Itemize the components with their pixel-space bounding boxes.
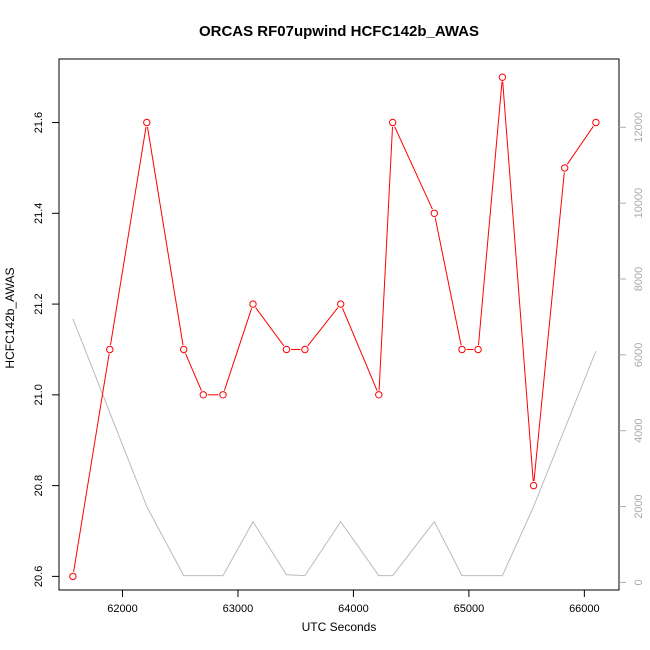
data-point bbox=[389, 118, 397, 127]
data-point bbox=[337, 300, 345, 308]
x-axis: 62000 63000 64000 65000 66000 bbox=[107, 590, 600, 615]
primary-series-segment bbox=[185, 353, 202, 391]
chart-title: ORCAS RF07upwind HCFC142b_AWAS bbox=[199, 23, 479, 40]
primary-series-segment bbox=[147, 126, 184, 346]
primary-series-segment bbox=[307, 307, 339, 347]
data-point bbox=[529, 481, 538, 490]
x-tick-label: 63000 bbox=[223, 603, 254, 615]
y2-tick-label: 0 bbox=[633, 579, 645, 585]
primary-series-segment bbox=[255, 307, 285, 347]
data-point bbox=[143, 118, 151, 127]
data-point bbox=[106, 345, 114, 354]
data-point bbox=[249, 300, 257, 308]
data-point bbox=[282, 345, 291, 354]
data-point bbox=[375, 391, 383, 399]
data-point bbox=[592, 118, 600, 127]
y-axis-right: 0 2000 4000 6000 8000 10000 12000 bbox=[619, 112, 645, 585]
primary-series-segment bbox=[223, 308, 253, 391]
primary-series-segment bbox=[533, 172, 565, 482]
data-point bbox=[180, 345, 188, 354]
y-tick-label: 20.6 bbox=[33, 566, 45, 587]
data-point bbox=[69, 572, 77, 581]
y2-tick-label: 6000 bbox=[633, 343, 645, 367]
primary-series-segment bbox=[110, 126, 147, 346]
y2-tick-label: 12000 bbox=[633, 112, 645, 143]
x-axis-label: UTC Seconds bbox=[302, 620, 377, 634]
primary-series-segment bbox=[478, 81, 503, 346]
y-tick-label: 21.2 bbox=[33, 293, 45, 314]
y2-tick-label: 4000 bbox=[633, 418, 645, 442]
y-tick-label: 21.4 bbox=[33, 203, 45, 224]
y-axis-left: 20.6 20.8 21.0 21.2 21.4 21.6 bbox=[33, 112, 59, 587]
data-point bbox=[301, 345, 309, 354]
data-point bbox=[561, 164, 569, 172]
data-point bbox=[219, 391, 227, 399]
data-point bbox=[199, 391, 208, 399]
y-tick-label: 21.6 bbox=[33, 112, 45, 133]
y-tick-label: 21.0 bbox=[33, 384, 45, 405]
data-point bbox=[498, 73, 507, 81]
secondary-series-line bbox=[72, 318, 597, 577]
x-tick-label: 62000 bbox=[107, 603, 138, 615]
primary-series-segment bbox=[378, 126, 393, 391]
data-point bbox=[474, 345, 482, 354]
data-point bbox=[458, 345, 466, 354]
primary-series-segment bbox=[502, 81, 534, 482]
y2-tick-label: 8000 bbox=[633, 267, 645, 291]
x-tick-label: 66000 bbox=[569, 603, 600, 615]
primary-series-segment bbox=[434, 217, 462, 346]
x-tick-label: 64000 bbox=[338, 603, 369, 615]
y-tick-label: 20.8 bbox=[33, 475, 45, 496]
y2-tick-label: 10000 bbox=[633, 188, 645, 219]
primary-series-segment bbox=[394, 126, 433, 210]
y-axis-label: HCFC142b_AWAS bbox=[3, 267, 17, 368]
primary-series-segment bbox=[73, 353, 110, 572]
primary-series-segment bbox=[342, 308, 378, 391]
plot-frame bbox=[58, 58, 620, 591]
data-point bbox=[430, 209, 438, 218]
secondary-series bbox=[72, 318, 597, 577]
primary-series bbox=[69, 73, 600, 581]
x-tick-label: 65000 bbox=[454, 603, 485, 615]
y2-tick-label: 2000 bbox=[633, 494, 645, 518]
primary-series-segment bbox=[566, 125, 594, 165]
